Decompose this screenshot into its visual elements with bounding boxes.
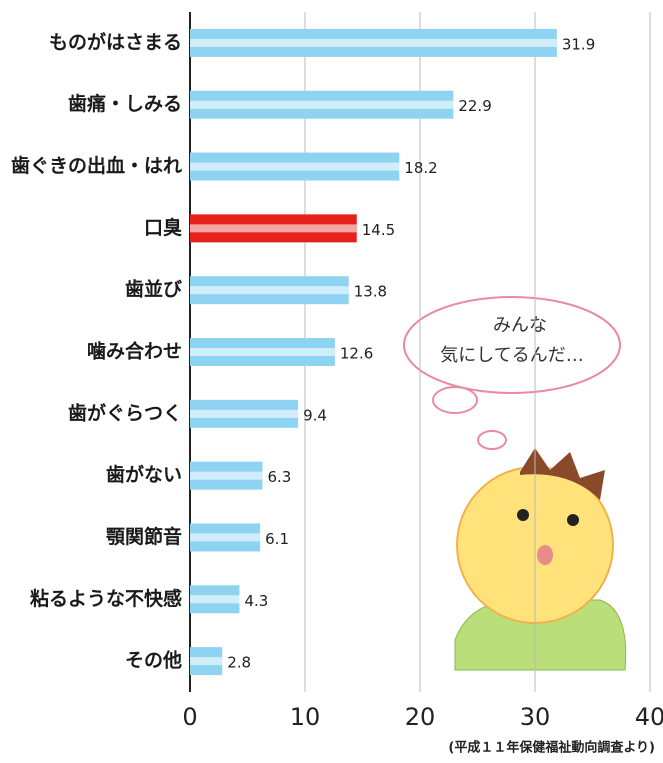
bar-shine (190, 286, 349, 294)
bar-shine (190, 39, 557, 47)
bubble-puff (433, 387, 477, 413)
bar-shine (190, 224, 357, 232)
y-tick-label: 噛み合わせ (87, 340, 182, 363)
speech-bubble: みんな 気にしてるんだ… (404, 297, 620, 449)
value-label: 9.4 (303, 406, 327, 424)
x-tick-label: 0 (182, 703, 197, 731)
value-label: 6.1 (265, 530, 289, 548)
chart: みんな 気にしてるんだ… (平成１１年保健福祉動向調査より) 0 10 20 30 40… (0, 0, 663, 763)
character-eye (567, 514, 579, 526)
y-tick-label: 顎関節音 (106, 525, 182, 548)
x-tick-label: 10 (290, 703, 321, 731)
character-eye (517, 509, 529, 521)
y-tick-label: その他 (125, 649, 182, 672)
bar-shine (190, 472, 262, 480)
value-label: 4.3 (244, 592, 268, 610)
value-label: 31.9 (562, 35, 595, 53)
y-tick-label: 口臭 (144, 216, 182, 239)
value-label: 13.8 (354, 283, 387, 301)
x-tick-label: 30 (520, 703, 551, 731)
character-mouth (537, 545, 553, 565)
bar-shine (190, 163, 399, 171)
y-tick-label: 歯並び (125, 278, 182, 301)
value-label: 12.6 (340, 345, 373, 363)
x-tick-label: 20 (405, 703, 436, 731)
x-tick-label: 40 (635, 703, 663, 731)
bar-shine (190, 657, 222, 665)
bar-shine (190, 410, 298, 418)
bar-shine (190, 533, 260, 541)
bar-shine (190, 595, 239, 603)
value-label: 14.5 (362, 221, 395, 239)
y-tick-label: ものがはさまる (49, 30, 182, 53)
bar-shine (190, 101, 453, 109)
value-label: 6.3 (267, 468, 291, 486)
value-label: 22.9 (458, 97, 491, 115)
y-tick-label: 歯ぐきの出血・はれ (11, 154, 182, 177)
bubble-text: みんな (493, 315, 547, 336)
bubble-text: 気にしてるんだ… (440, 345, 583, 366)
y-tick-label: 歯がぐらつく (68, 401, 182, 424)
y-tick-label: 歯がない (106, 463, 182, 486)
source-note: (平成１１年保健福祉動向調査より) (448, 740, 655, 756)
character (455, 448, 626, 670)
value-label: 2.8 (227, 654, 251, 672)
y-tick-label: 歯痛・しみる (68, 92, 182, 115)
value-label: 18.2 (404, 159, 437, 177)
bar-shine (190, 348, 335, 356)
bubble-puff (478, 431, 506, 449)
y-tick-label: 粘るような不快感 (30, 587, 182, 610)
